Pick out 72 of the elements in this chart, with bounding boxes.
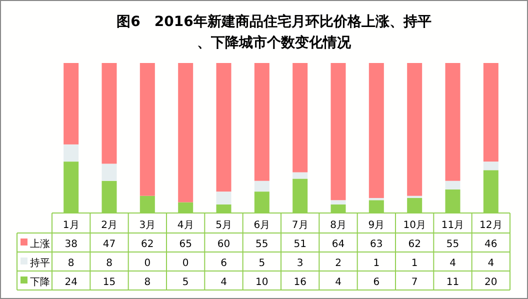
x-tick-label: 2月 (101, 220, 118, 231)
data-label: 3 (296, 258, 304, 269)
bar (178, 63, 194, 202)
x-tick-label: 9月 (368, 220, 385, 231)
bar (368, 63, 384, 198)
data-label: 60 (217, 239, 230, 250)
bar (445, 180, 460, 190)
data-label: 6 (373, 277, 380, 288)
data-label: 55 (446, 239, 460, 250)
x-tick-label: 7月 (292, 220, 308, 231)
bar (216, 63, 232, 192)
data-label: 6 (220, 258, 227, 269)
bar (254, 63, 270, 181)
data-label: 11 (446, 277, 460, 288)
data-label: 4 (220, 277, 227, 288)
data-label: 51 (294, 239, 306, 250)
data-label: 5 (258, 258, 266, 269)
chart-title: 图6 2016年新建商品住宅月环比价格上涨、持平、下降城市个数变化情况 (116, 13, 432, 51)
data-label: 65 (179, 239, 192, 250)
data-label: 47 (102, 239, 116, 250)
x-tick-label: 6月 (254, 220, 270, 231)
x-tick-label: 4月 (177, 220, 194, 231)
data-label: 4 (450, 258, 456, 269)
bar (407, 63, 422, 196)
x-tick-label: 10月 (403, 220, 426, 231)
data-label: 8 (144, 277, 151, 288)
bar (216, 192, 232, 204)
data-label: 46 (484, 239, 498, 250)
bar (102, 164, 117, 181)
bar (292, 172, 308, 179)
data-label: 15 (102, 277, 116, 288)
x-tick-label: 1月 (62, 220, 80, 231)
data-label: 1 (411, 258, 418, 269)
data-label: 5 (182, 277, 189, 288)
bar (483, 63, 498, 162)
data-label: 0 (182, 258, 189, 269)
bar (330, 63, 346, 200)
x-tick-label: 8月 (330, 220, 346, 231)
bar (102, 63, 117, 164)
data-label: 20 (484, 277, 498, 288)
bar (254, 180, 270, 192)
data-label: 63 (370, 239, 383, 250)
bar (140, 63, 155, 196)
data-label: 16 (294, 277, 306, 288)
legend-label: 下降 (30, 276, 50, 288)
data-label: 64 (332, 239, 345, 250)
data-label: 55 (256, 239, 268, 250)
x-tick-label: 12月 (480, 220, 502, 231)
data-label: 4 (488, 258, 494, 269)
data-label: 2 (335, 258, 342, 269)
data-label: 24 (64, 277, 78, 288)
legend-label: 持平 (30, 257, 50, 269)
x-tick-label: 3月 (139, 220, 156, 231)
data-label: 10 (256, 277, 268, 288)
data-label: 38 (64, 239, 78, 250)
data-label: 8 (106, 258, 112, 269)
bar (445, 63, 460, 181)
data-label: 8 (68, 258, 74, 269)
data-label: 7 (411, 277, 418, 288)
bar (64, 63, 79, 144)
x-tick-label: 5月 (216, 220, 232, 231)
data-label: 0 (144, 258, 151, 269)
bar (483, 162, 498, 170)
bar (330, 200, 346, 204)
bar (292, 63, 308, 172)
data-label: 1 (373, 258, 380, 269)
x-tick-label: 11月 (441, 220, 464, 231)
data-label: 62 (141, 239, 154, 250)
data-label: 4 (335, 277, 342, 288)
data-label: 62 (408, 239, 421, 250)
legend-label: 上涨 (30, 238, 50, 250)
bar (64, 144, 79, 162)
